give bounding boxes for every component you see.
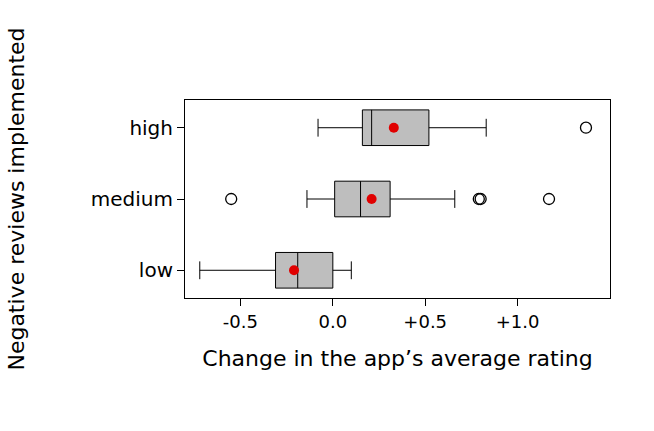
svg-text:Change in the app’s average ra: Change in the app’s average rating [202, 346, 592, 371]
svg-text:0.0: 0.0 [319, 311, 348, 332]
svg-text:Negative reviews implemented: Negative reviews implemented [4, 27, 29, 370]
svg-text:high: high [129, 116, 173, 140]
svg-text:+0.5: +0.5 [403, 311, 447, 332]
svg-text:medium: medium [91, 187, 173, 211]
svg-text:-0.5: -0.5 [223, 311, 258, 332]
svg-text:low: low [139, 258, 173, 282]
svg-text:+1.0: +1.0 [496, 311, 540, 332]
